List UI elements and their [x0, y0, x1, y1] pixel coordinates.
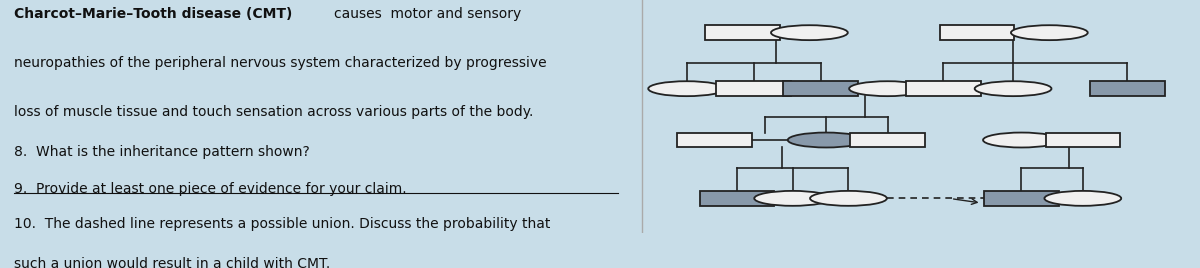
Text: 9.  Provide at least one piece of evidence for your claim.: 9. Provide at least one piece of evidenc… — [14, 182, 407, 196]
Text: 10.  The dashed line represents a possible union. Discuss the probability that: 10. The dashed line represents a possibl… — [14, 217, 551, 231]
Text: causes  motor and sensory: causes motor and sensory — [334, 7, 521, 21]
Ellipse shape — [755, 191, 832, 206]
Text: such a union would result in a child with CMT.: such a union would result in a child wit… — [14, 257, 331, 268]
Text: neuropathies of the peripheral nervous system characterized by progressive: neuropathies of the peripheral nervous s… — [14, 56, 547, 70]
Bar — [1091, 81, 1165, 96]
Ellipse shape — [850, 81, 926, 96]
Ellipse shape — [1044, 191, 1121, 206]
Ellipse shape — [1010, 25, 1087, 40]
Bar — [940, 25, 1014, 40]
Ellipse shape — [787, 133, 864, 147]
Ellipse shape — [648, 81, 725, 96]
Bar — [784, 81, 858, 96]
Ellipse shape — [983, 133, 1060, 147]
Ellipse shape — [810, 191, 887, 206]
Text: 8.  What is the inheritance pattern shown?: 8. What is the inheritance pattern shown… — [14, 145, 310, 159]
Bar — [851, 133, 925, 147]
Bar — [984, 191, 1058, 206]
Bar — [706, 25, 780, 40]
Ellipse shape — [974, 81, 1051, 96]
Bar — [700, 191, 774, 206]
Bar — [716, 81, 791, 96]
Ellipse shape — [772, 25, 848, 40]
Bar — [677, 133, 751, 147]
Text: loss of muscle tissue and touch sensation across various parts of the body.: loss of muscle tissue and touch sensatio… — [14, 105, 534, 119]
Bar — [906, 81, 980, 96]
Bar — [1045, 133, 1120, 147]
Text: Charcot–Marie–Tooth disease (CMT): Charcot–Marie–Tooth disease (CMT) — [14, 7, 293, 21]
